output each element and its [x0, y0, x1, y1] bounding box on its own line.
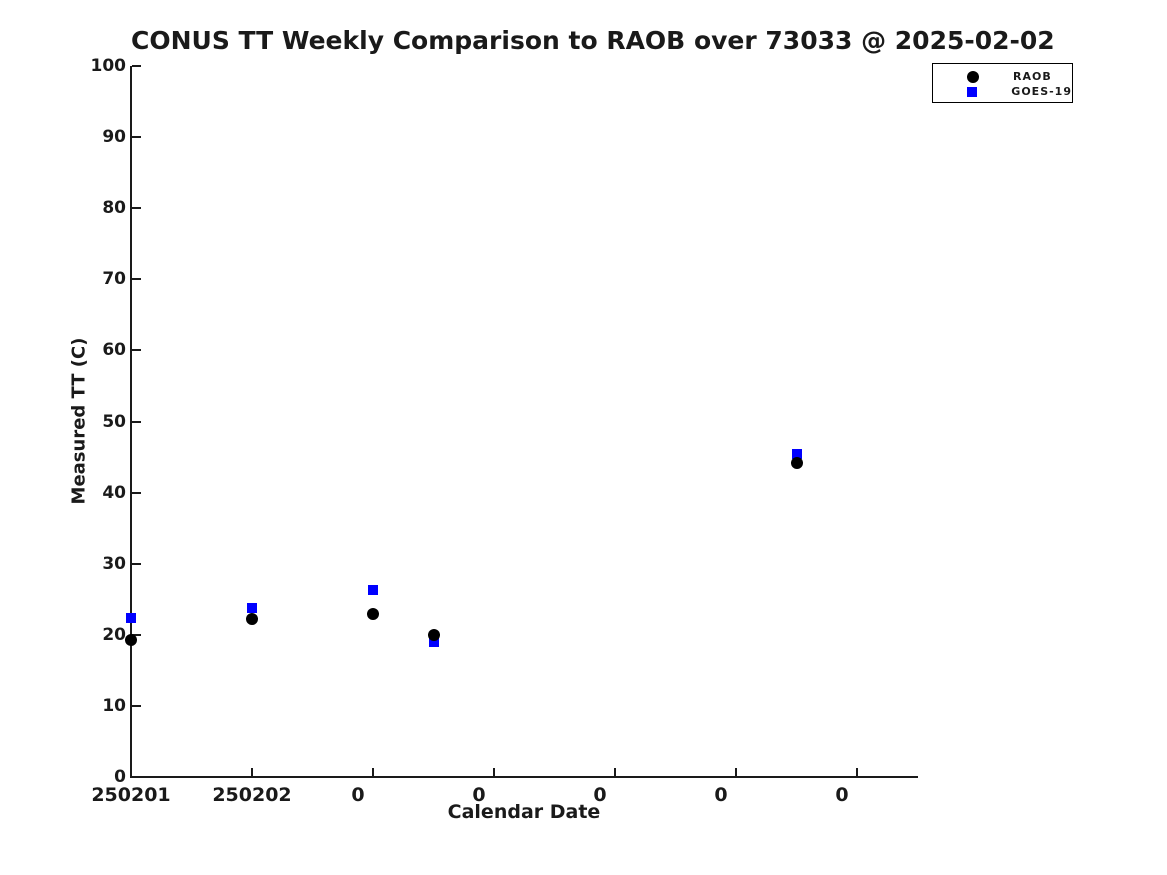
x-axis-spine [130, 776, 918, 778]
data-point-goes-19 [126, 613, 136, 624]
x-tick-mark [493, 768, 495, 776]
y-tick-label: 100 [90, 56, 127, 76]
data-point-goes-19 [791, 449, 802, 460]
legend-item-raob: RAOB [933, 69, 1072, 84]
y-tick-mark [132, 349, 141, 352]
x-tick-mark [251, 768, 253, 776]
y-tick-mark [132, 491, 141, 494]
x-tick-label: 0 [593, 784, 607, 806]
data-point-goes-19 [428, 636, 439, 647]
x-tick-mark [856, 768, 858, 776]
y-tick-mark [132, 420, 141, 423]
legend-label-goes-19: GOES-19 [1011, 85, 1072, 98]
legend: RAOB GOES-19 [932, 63, 1073, 103]
y-tick-label: 50 [102, 411, 126, 432]
x-tick-mark [372, 768, 374, 776]
y-tick-mark [132, 633, 141, 636]
y-tick-label: 30 [102, 553, 126, 574]
goes-19-marker-icon [933, 86, 1011, 97]
y-tick-label: 40 [102, 482, 126, 503]
y-tick-mark [132, 207, 141, 210]
x-tick-label: 0 [351, 784, 365, 806]
y-axis-title: Measured TT (C) [68, 337, 90, 505]
y-tick-label: 80 [102, 198, 126, 219]
y-tick-mark [132, 278, 141, 281]
x-tick-label: 250201 [91, 784, 171, 806]
y-tick-label: 70 [102, 269, 126, 290]
y-axis-spine [130, 66, 132, 778]
y-tick-mark [132, 136, 141, 139]
y-tick-label: 90 [102, 127, 126, 148]
data-point-raob [125, 633, 137, 646]
chart-title: CONUS TT Weekly Comparison to RAOB over … [131, 26, 1055, 55]
y-tick-mark [132, 562, 141, 565]
data-point-raob [427, 628, 440, 641]
data-point-raob [790, 457, 803, 470]
legend-label-raob: RAOB [1013, 70, 1052, 83]
raob-marker-icon [933, 70, 1013, 83]
y-tick-mark [132, 704, 141, 707]
x-tick-mark [130, 768, 132, 776]
x-tick-label: 0 [714, 784, 728, 806]
x-tick-mark [614, 768, 616, 776]
y-tick-mark [132, 776, 141, 778]
x-axis-title: Calendar Date [447, 801, 601, 823]
x-tick-mark [735, 768, 737, 776]
y-tick-label: 10 [102, 695, 126, 716]
y-tick-label: 20 [102, 624, 126, 645]
x-tick-label: 0 [472, 784, 486, 806]
y-tick-label: 0 [114, 767, 126, 787]
legend-item-goes-19: GOES-19 [933, 84, 1072, 99]
x-tick-label: 250202 [212, 784, 292, 806]
data-point-goes-19 [247, 602, 257, 613]
x-tick-label: 0 [835, 784, 849, 806]
y-tick-label: 60 [102, 340, 126, 361]
data-point-goes-19 [368, 585, 378, 595]
data-point-raob [367, 608, 379, 621]
data-point-raob [246, 613, 258, 626]
y-tick-mark [132, 65, 141, 67]
